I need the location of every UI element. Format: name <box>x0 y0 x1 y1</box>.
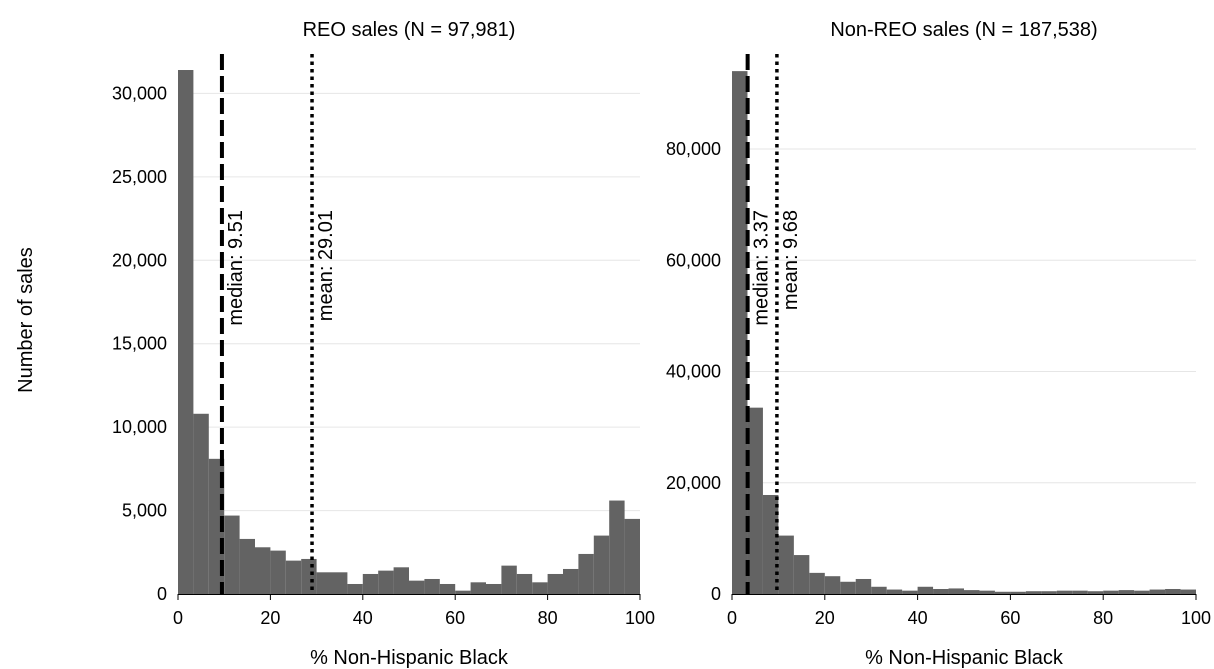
histogram-bar <box>424 578 440 594</box>
median-label: median: 9.51 <box>225 210 247 326</box>
y-tick-label: 25,000 <box>112 167 167 187</box>
y-tick-label: 40,000 <box>666 362 721 382</box>
x-tick-label: 60 <box>445 608 465 628</box>
histogram-bar <box>979 590 995 594</box>
histogram-bar <box>840 581 856 594</box>
histogram-bar <box>855 578 872 594</box>
y-tick-label: 30,000 <box>112 83 167 103</box>
histogram-bar <box>994 591 1011 594</box>
histogram-bar <box>178 70 194 594</box>
histogram-bar <box>793 555 810 594</box>
histogram-bar <box>1180 589 1196 594</box>
histogram-bar <box>409 580 425 594</box>
histogram-bar <box>948 588 964 594</box>
x-axis-label: % Non-Hispanic Black <box>865 647 1064 669</box>
histogram-bar <box>486 583 502 594</box>
histogram-bar <box>532 582 548 594</box>
y-tick-label: 80,000 <box>666 139 721 159</box>
histogram-bar <box>871 586 887 594</box>
histogram-bar <box>270 550 286 594</box>
histogram-bar <box>933 588 949 594</box>
x-tick-label: 80 <box>1093 608 1113 628</box>
histogram-bar <box>1072 590 1088 594</box>
histogram-bar <box>347 583 363 594</box>
histogram-bar <box>747 407 763 594</box>
x-tick-label: 0 <box>173 608 183 628</box>
histogram-bar <box>1118 590 1135 594</box>
histogram-bar <box>193 413 209 594</box>
histogram-bar <box>1087 591 1104 594</box>
histogram-bar <box>378 570 394 594</box>
histogram-bar <box>439 583 456 594</box>
histogram-bar <box>332 572 348 594</box>
histogram-bar <box>301 558 317 594</box>
y-tick-label: 60,000 <box>666 250 721 270</box>
non-reo-sales-panel: Non-REO sales (N = 187,538) 0 20,000 40,000… <box>666 19 1211 669</box>
histogram-bar <box>316 572 332 594</box>
histogram-bar <box>1056 590 1073 594</box>
histogram-bar <box>1149 589 1166 594</box>
histogram-bar <box>1103 590 1119 594</box>
chart-title: Non-REO sales (N = 187,538) <box>830 19 1097 41</box>
x-tick-label: 20 <box>815 608 835 628</box>
histogram-bar <box>255 547 271 594</box>
histogram-bar <box>762 494 779 594</box>
histogram-bar <box>578 553 594 594</box>
x-tick-label: 100 <box>625 608 655 628</box>
y-tick-label: 20,000 <box>666 473 721 493</box>
histogram-bar <box>809 572 825 594</box>
x-axis-label: % Non-Hispanic Black <box>310 647 509 669</box>
histogram-bar <box>455 590 471 594</box>
reo-sales-panel: REO sales (N = 97,981) 0 5,000 10,000 15,000… <box>112 19 655 669</box>
histogram-bar <box>732 71 748 594</box>
median-label: median: 3.37 <box>751 210 773 326</box>
y-tick-label: 0 <box>711 584 721 604</box>
histogram-bar <box>516 573 533 594</box>
histogram-bar <box>824 576 841 594</box>
mean-label: mean: 9.68 <box>780 210 802 310</box>
histogram-bar <box>285 560 302 594</box>
shared-y-axis-label: Number of sales <box>15 247 37 393</box>
histogram-bar <box>1025 591 1042 594</box>
histogram-bar <box>470 582 486 594</box>
histogram-bar <box>1010 591 1026 594</box>
x-tick-label: 20 <box>260 608 280 628</box>
x-tick-label: 60 <box>1000 608 1020 628</box>
histogram-bar <box>1165 588 1181 594</box>
histogram-bar <box>917 586 934 594</box>
histogram-bar <box>964 590 980 594</box>
mean-label: mean: 29.01 <box>315 210 337 321</box>
histogram-bar <box>501 565 517 594</box>
histogram-bar <box>593 535 610 594</box>
histogram-bar <box>1041 591 1057 594</box>
histogram-bar <box>547 573 563 594</box>
histogram-bar <box>393 567 409 594</box>
x-tick-label: 80 <box>538 608 558 628</box>
x-tick-label: 40 <box>353 608 373 628</box>
histogram-bar <box>1134 590 1150 594</box>
histogram-bar <box>609 500 625 594</box>
x-tick-label: 0 <box>727 608 737 628</box>
y-tick-label: 10,000 <box>112 417 167 437</box>
histogram-bar <box>362 573 379 594</box>
x-tick-label: 40 <box>908 608 928 628</box>
chart-title: REO sales (N = 97,981) <box>303 19 516 41</box>
y-tick-label: 15,000 <box>112 334 167 354</box>
histogram-bar <box>778 535 794 594</box>
histogram-bar <box>624 518 640 594</box>
histogram-bar <box>224 515 240 594</box>
y-tick-label: 20,000 <box>112 250 167 270</box>
histogram-bar <box>902 590 918 594</box>
histogram-bar <box>886 589 903 594</box>
y-tick-label: 5,000 <box>122 501 167 521</box>
x-tick-label: 100 <box>1181 608 1211 628</box>
histogram-bar <box>239 538 255 594</box>
y-tick-label: 0 <box>157 584 167 604</box>
histogram-bar <box>563 568 579 594</box>
